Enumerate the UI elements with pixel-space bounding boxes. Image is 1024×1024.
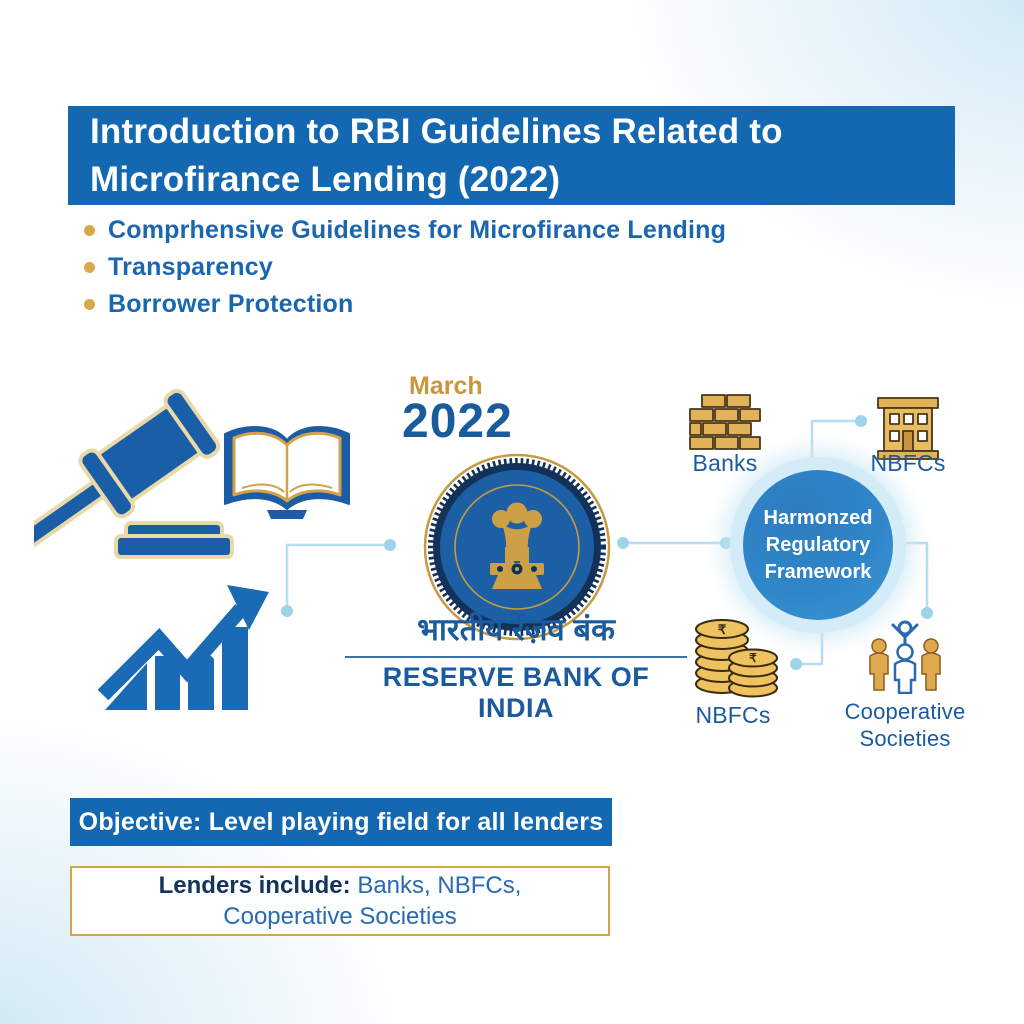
open-book-icon bbox=[224, 426, 350, 519]
bank-name-english: RESERVE BANK OF INDIA bbox=[382, 662, 650, 723]
bullet-text: Transparency bbox=[108, 253, 273, 281]
year-label: 2022 bbox=[402, 395, 513, 448]
ashoka-emblem-icon bbox=[490, 502, 544, 589]
title-banner: Introduction to RBI Guidelines Related t… bbox=[68, 106, 955, 205]
lenders-label: Lenders include: bbox=[158, 872, 351, 899]
gavel-icon bbox=[34, 388, 234, 559]
objective-text: Objective: Level playing field for all l… bbox=[78, 807, 604, 836]
node-label-cooperative: Cooperative Societies bbox=[844, 699, 966, 751]
list-item: Transparency bbox=[84, 253, 726, 282]
coins-icon: ₹ ₹ bbox=[695, 619, 778, 698]
bullet-text: Comprhensive Guidelines for Microfirance… bbox=[108, 216, 727, 244]
list-item: Borrower Protection bbox=[84, 290, 726, 319]
svg-text:₹: ₹ bbox=[749, 651, 757, 665]
list-item: Comprhensive Guidelines for Microfirance… bbox=[84, 216, 726, 245]
people-icon bbox=[869, 620, 941, 694]
divider bbox=[345, 656, 687, 658]
hub-label: Harmonzed Regulatory Framework bbox=[763, 506, 873, 583]
lenders-rest: Banks, NBFCs, bbox=[350, 872, 522, 899]
lenders-line2: Cooperative Societies bbox=[223, 903, 457, 930]
lenders-line1: Lenders include: Banks, NBFCs, bbox=[159, 870, 522, 901]
bricks-icon bbox=[689, 394, 761, 450]
node-label-nbfcs-bottom: NBFCs bbox=[695, 702, 771, 728]
growth-chart-icon bbox=[97, 585, 269, 710]
svg-text:₹: ₹ bbox=[718, 622, 727, 637]
bank-name-hindi: भारतीय रेंज़व बंक bbox=[417, 612, 615, 647]
objective-banner: Objective: Level playing field for all l… bbox=[70, 798, 612, 846]
bullet-dot-icon bbox=[84, 225, 95, 236]
bullet-text: Borrower Protection bbox=[108, 290, 354, 318]
hub-circle: Harmonzed Regulatory Framework bbox=[743, 470, 893, 620]
page-title: Introduction to RBI Guidelines Related t… bbox=[90, 111, 783, 199]
key-points-list: Comprhensive Guidelines for Microfirance… bbox=[84, 216, 726, 327]
lenders-box: Lenders include: Banks, NBFCs, Cooperati… bbox=[70, 866, 610, 936]
bullet-dot-icon bbox=[84, 299, 95, 310]
building-icon bbox=[877, 397, 939, 460]
month-label: March bbox=[409, 372, 483, 400]
bullet-dot-icon bbox=[84, 262, 95, 273]
rbi-wordmark: भारतीय रेंज़व बंक RESERVE BANK OF INDIA bbox=[345, 608, 687, 724]
rbi-seal bbox=[423, 453, 611, 641]
node-label-nbfcs-top: NBFCs bbox=[870, 450, 946, 476]
node-label-banks: Banks bbox=[692, 450, 758, 476]
